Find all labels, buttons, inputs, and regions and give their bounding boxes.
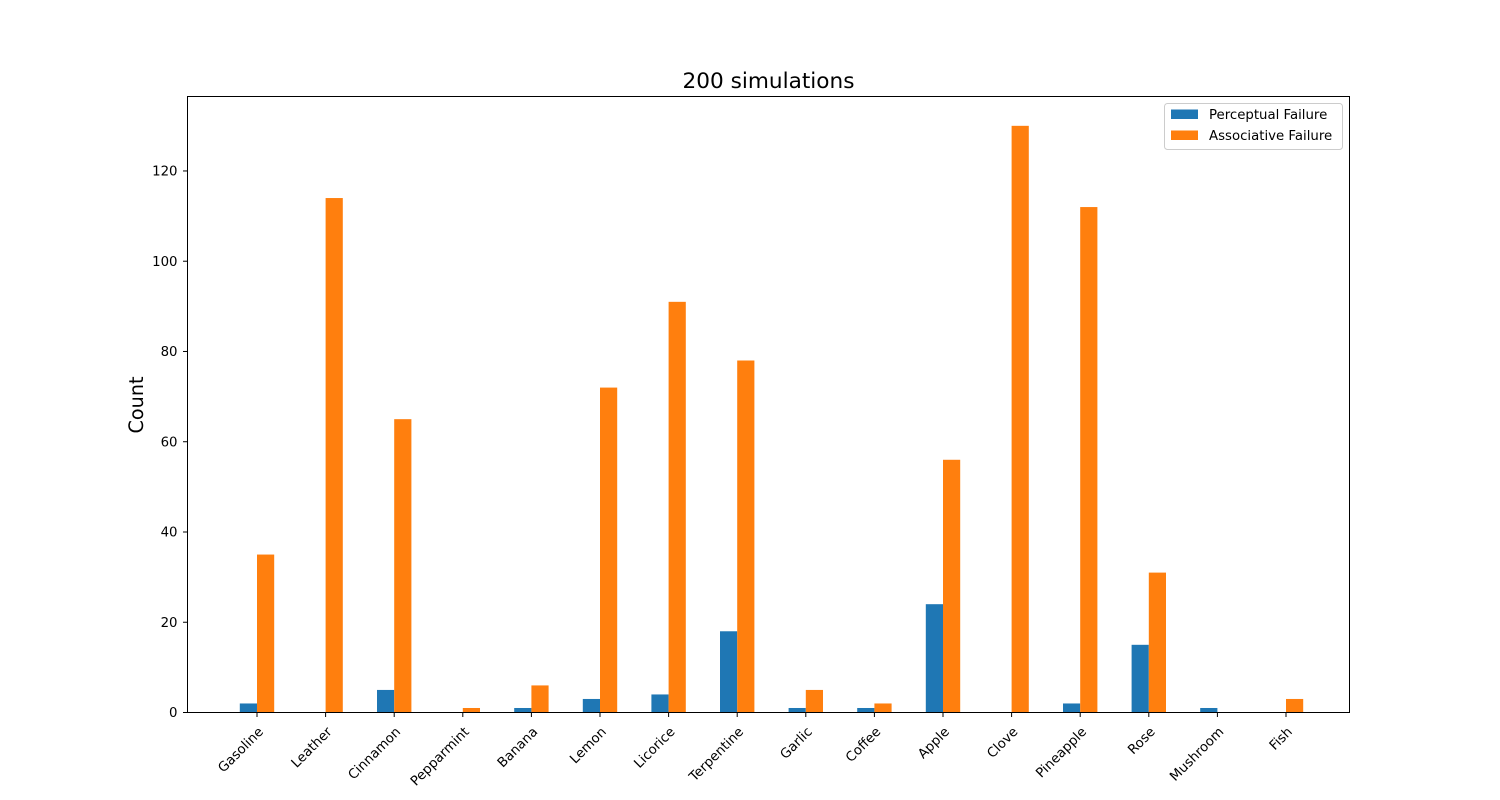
bar-associative-gasoline <box>257 554 275 713</box>
legend: Perceptual Failure Associative Failure <box>1164 103 1343 150</box>
y-tick-label: 100 <box>152 255 177 270</box>
x-tick-label: Leather <box>289 724 336 771</box>
bar-perceptual-lemon <box>582 698 600 713</box>
bar-associative-clove <box>1011 125 1029 713</box>
legend-box <box>1164 103 1343 150</box>
x-tick-label: Rose <box>1125 725 1158 758</box>
bar-perceptual-garlic <box>788 707 806 713</box>
bar-associative-banana <box>531 685 549 713</box>
bar-associative-apple <box>943 459 961 713</box>
y-tick-label: 60 <box>161 435 178 450</box>
x-tick-label: Pepparmint <box>408 725 473 790</box>
chart-title: 200 simulations <box>683 69 855 94</box>
legend-swatch <box>1171 109 1198 119</box>
bar-perceptual-pineapple <box>1063 703 1081 713</box>
x-tick-label: Fish <box>1267 725 1296 754</box>
bar-associative-lemon <box>600 387 618 713</box>
plot-frame <box>187 96 1350 713</box>
bar-associative-fish <box>1286 698 1304 713</box>
bar-associative-coffee <box>874 703 892 713</box>
bar-associative-pepparmint <box>462 707 480 713</box>
bar-associative-garlic <box>805 689 823 713</box>
bar-associative-licorice <box>668 301 686 713</box>
bar-perceptual-coffee <box>857 707 875 713</box>
x-tick-label: Apple <box>915 725 952 762</box>
bar-perceptual-apple <box>925 604 943 713</box>
x-tick-label: Cinnamon <box>346 725 404 783</box>
bar-perceptual-terpentine <box>720 631 738 713</box>
bar-perceptual-licorice <box>651 694 669 713</box>
y-tick-label: 80 <box>161 345 178 360</box>
y-tick-label: 40 <box>161 526 178 541</box>
y-axis-label: Count <box>125 376 148 433</box>
bars-group <box>239 125 1304 713</box>
bar-associative-cinnamon <box>394 419 412 713</box>
x-tick-label: Terpentine <box>686 725 747 786</box>
bar-perceptual-gasoline <box>239 703 257 713</box>
legend-label: Associative Failure <box>1209 129 1332 144</box>
x-tick-label: Lemon <box>567 725 609 767</box>
x-axis: Gasoline Leather Cinnamon Pepparmint Banana L… <box>216 712 1296 790</box>
x-tick-label: Banana <box>495 725 541 771</box>
y-axis: 0 20 40 60 80 100 120 <box>152 165 188 721</box>
x-tick-label: Licorice <box>632 725 679 772</box>
y-tick-label: 0 <box>169 706 177 721</box>
bar-associative-pineapple <box>1080 207 1098 713</box>
legend-label: Perceptual Failure <box>1209 108 1327 123</box>
x-tick-label: Mushroom <box>1167 725 1227 785</box>
y-tick-label: 120 <box>152 165 177 180</box>
y-tick-label: 20 <box>161 616 178 631</box>
x-tick-label: Garlic <box>778 725 816 763</box>
bar-perceptual-mushroom <box>1200 707 1218 713</box>
bar-perceptual-banana <box>514 707 532 713</box>
bar-perceptual-cinnamon <box>377 689 395 713</box>
x-tick-label: Gasoline <box>216 725 267 776</box>
x-tick-label: Clove <box>985 725 1022 762</box>
legend-swatch <box>1171 130 1198 140</box>
bar-perceptual-rose <box>1131 644 1149 713</box>
x-tick-label: Coffee <box>843 725 884 766</box>
bar-associative-terpentine <box>737 360 755 713</box>
bar-associative-leather <box>325 198 343 713</box>
bar-associative-rose <box>1148 572 1166 713</box>
x-tick-label: Pineapple <box>1034 725 1091 782</box>
